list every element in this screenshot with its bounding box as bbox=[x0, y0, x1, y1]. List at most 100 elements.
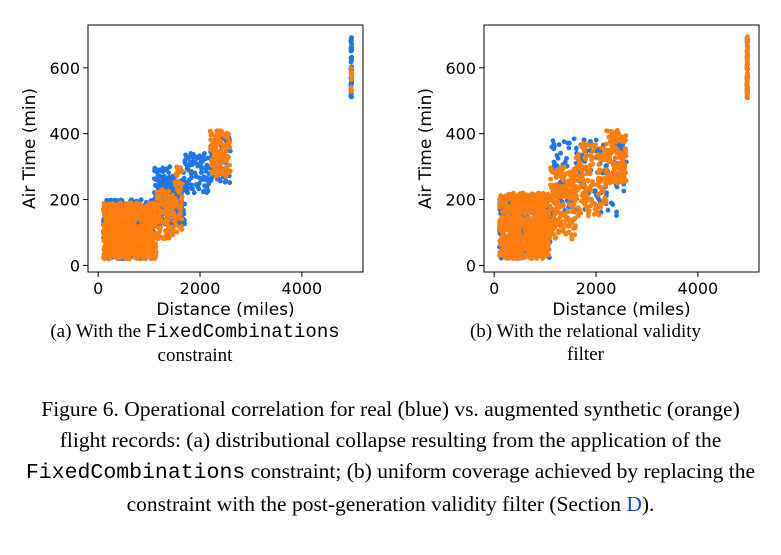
point bbox=[202, 151, 207, 156]
point bbox=[123, 249, 129, 255]
point bbox=[164, 190, 170, 196]
point bbox=[505, 244, 511, 250]
point bbox=[517, 220, 523, 226]
point bbox=[500, 247, 505, 253]
point bbox=[113, 237, 119, 242]
point bbox=[104, 233, 110, 239]
point bbox=[186, 178, 192, 183]
point bbox=[187, 159, 193, 165]
point bbox=[121, 202, 127, 208]
point bbox=[623, 170, 628, 176]
point bbox=[612, 175, 618, 181]
point bbox=[118, 246, 124, 252]
point bbox=[569, 232, 574, 238]
point bbox=[534, 252, 540, 257]
point bbox=[348, 88, 354, 94]
point bbox=[564, 186, 569, 192]
point bbox=[603, 153, 609, 159]
point bbox=[516, 213, 522, 219]
panel-b: 0 2000 4000 0 200 400 600 Distance (miles) Air T… bbox=[390, 0, 781, 380]
point bbox=[136, 208, 141, 213]
point bbox=[532, 237, 538, 243]
point bbox=[498, 193, 504, 199]
point bbox=[621, 188, 627, 194]
point bbox=[608, 200, 614, 206]
point bbox=[542, 246, 547, 252]
point bbox=[579, 193, 585, 199]
point bbox=[553, 175, 559, 181]
point bbox=[585, 177, 591, 183]
panel-a: 0 2000 4000 0 200 400 600 Distance (miles) Air T… bbox=[0, 0, 390, 380]
point bbox=[579, 168, 585, 174]
point bbox=[201, 189, 207, 195]
point bbox=[610, 162, 616, 167]
point bbox=[163, 233, 169, 238]
point bbox=[167, 164, 173, 170]
point bbox=[110, 230, 116, 236]
point bbox=[544, 236, 549, 242]
point bbox=[348, 84, 354, 90]
point bbox=[173, 171, 179, 177]
point bbox=[140, 217, 145, 223]
point bbox=[564, 194, 570, 200]
point bbox=[535, 241, 540, 247]
point bbox=[524, 231, 529, 237]
point bbox=[150, 219, 156, 225]
point bbox=[193, 173, 199, 179]
point bbox=[195, 183, 201, 189]
point bbox=[172, 196, 178, 201]
point bbox=[199, 166, 204, 172]
point bbox=[158, 201, 164, 207]
x-tick-label: 4000 bbox=[282, 279, 323, 298]
point bbox=[590, 179, 595, 184]
point bbox=[508, 206, 514, 211]
point bbox=[548, 194, 553, 200]
point bbox=[170, 173, 176, 179]
point bbox=[128, 240, 134, 245]
point bbox=[551, 159, 557, 165]
subcaption-b: (b) With the relational validity filter bbox=[390, 320, 781, 366]
point bbox=[149, 254, 155, 259]
point bbox=[173, 219, 178, 225]
caption-code: FixedCombinations bbox=[25, 461, 246, 485]
point bbox=[601, 188, 606, 194]
point bbox=[591, 144, 597, 150]
point bbox=[604, 141, 609, 147]
point bbox=[158, 197, 163, 203]
point bbox=[623, 153, 629, 159]
point bbox=[127, 250, 133, 256]
subcaption-a-post: constraint bbox=[157, 345, 233, 366]
point bbox=[501, 225, 507, 231]
y-tick-label: 400 bbox=[49, 125, 80, 144]
point bbox=[168, 199, 173, 205]
section-link[interactable]: D bbox=[626, 492, 642, 516]
point bbox=[549, 144, 555, 150]
figure-caption: Figure 6. Operational correlation for re… bbox=[20, 394, 761, 520]
point bbox=[577, 208, 582, 214]
point bbox=[588, 203, 593, 209]
point bbox=[114, 211, 120, 217]
point bbox=[132, 229, 137, 235]
point bbox=[744, 38, 750, 44]
point bbox=[225, 141, 231, 147]
point bbox=[745, 86, 750, 92]
point bbox=[567, 172, 573, 178]
point bbox=[195, 163, 201, 169]
point bbox=[588, 188, 594, 193]
point bbox=[204, 178, 210, 183]
point bbox=[596, 175, 601, 181]
point bbox=[540, 190, 546, 196]
point bbox=[526, 222, 532, 227]
point bbox=[546, 223, 552, 229]
point bbox=[548, 167, 554, 173]
point bbox=[191, 152, 196, 157]
point bbox=[562, 159, 568, 165]
point bbox=[170, 232, 175, 238]
point bbox=[512, 220, 518, 225]
point bbox=[511, 250, 516, 256]
point bbox=[571, 136, 577, 142]
caption-part3: ). bbox=[641, 492, 655, 516]
point bbox=[104, 253, 110, 258]
point bbox=[588, 153, 594, 159]
x-axis-label: Distance (miles) bbox=[156, 300, 294, 320]
